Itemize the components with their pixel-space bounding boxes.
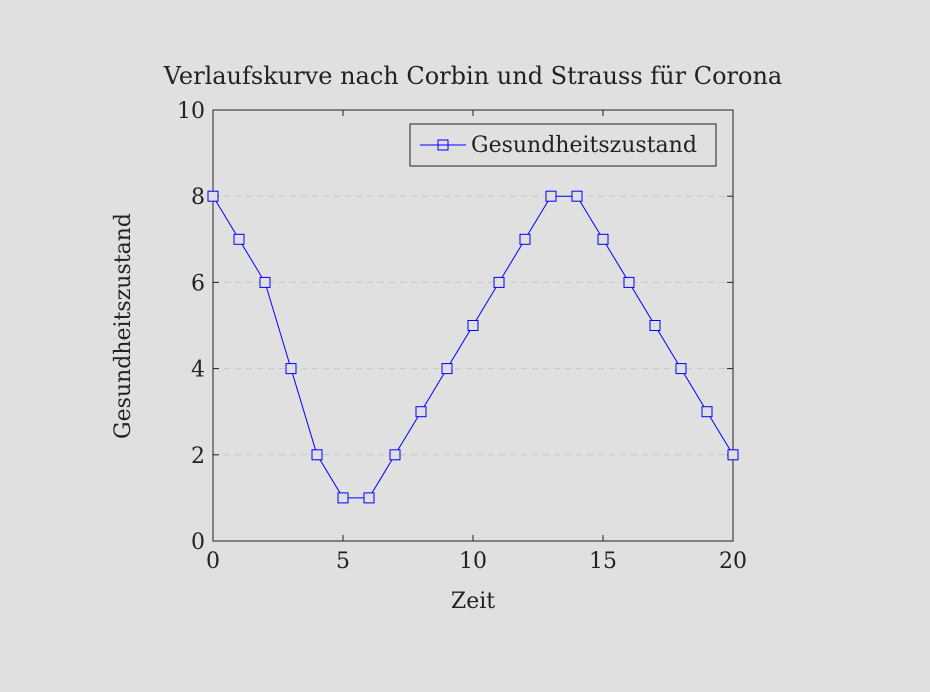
y-tick-label-2: 2: [191, 444, 205, 469]
data-point-3: [285, 363, 297, 375]
y-tick-label-10: 10: [177, 99, 205, 124]
y-tick-label-4: 4: [191, 358, 205, 383]
data-point-16: [623, 276, 635, 288]
y-tick-label-8: 8: [191, 185, 205, 210]
data-point-18: [675, 363, 687, 375]
x-tick-label-10: 10: [459, 549, 487, 574]
x-tick-label-20: 20: [719, 549, 747, 574]
axis-ticks: [212, 109, 734, 542]
data-point-13: [545, 190, 557, 202]
chart-title: Verlaufskurve nach Corbin und Strauss fü…: [163, 62, 782, 90]
y-tick-label-0: 0: [191, 530, 205, 555]
data-point-19: [701, 406, 713, 418]
x-tick-label-0: 0: [206, 549, 220, 574]
x-tick-label-15: 15: [589, 549, 617, 574]
data-point-1: [233, 233, 245, 245]
y-tick-labels: 0 2 4 6 8 10: [177, 99, 205, 555]
grid-lines: [213, 195, 733, 456]
x-axis-label: Zeit: [451, 589, 495, 614]
x-tick-label-5: 5: [336, 549, 350, 574]
data-point-4: [311, 449, 323, 461]
data-point-10: [467, 320, 479, 331]
data-point-7: [389, 449, 401, 461]
data-point-11: [493, 276, 505, 288]
data-point-8: [415, 406, 427, 418]
legend-entry-label: Gesundheitszustand: [471, 133, 697, 158]
data-point-20: [727, 449, 739, 461]
legend: Gesundheitszustand: [409, 123, 717, 167]
data-point-15: [597, 233, 609, 245]
x-tick-labels: 0 5 10 15 20: [206, 549, 747, 574]
data-point-2: [259, 276, 271, 288]
data-point-12: [519, 233, 531, 245]
y-axis-label: Gesundheitszustand: [111, 213, 136, 439]
data-point-14: [571, 190, 583, 202]
y-tick-label-6: 6: [191, 271, 205, 296]
series-line-0: [212, 195, 734, 499]
legend-marker-square: [437, 139, 449, 151]
data-point-0: [207, 190, 219, 202]
data-point-6: [363, 492, 375, 504]
series-layer: [207, 190, 739, 504]
data-point-9: [441, 363, 453, 375]
data-point-17: [649, 320, 661, 331]
data-point-5: [337, 492, 349, 504]
